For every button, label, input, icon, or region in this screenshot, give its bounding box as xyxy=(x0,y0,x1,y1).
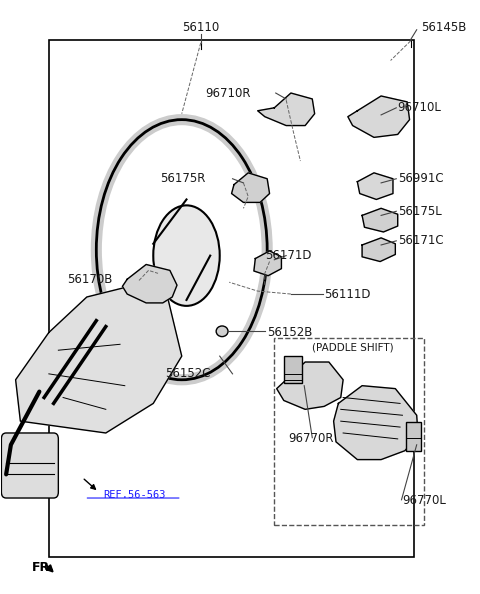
Polygon shape xyxy=(231,173,270,203)
Text: 56991C: 56991C xyxy=(398,172,444,185)
Polygon shape xyxy=(334,386,418,460)
Polygon shape xyxy=(362,208,398,232)
Text: 56175L: 56175L xyxy=(398,205,442,218)
Text: 56145B: 56145B xyxy=(421,21,467,34)
Text: 56171C: 56171C xyxy=(398,235,444,247)
Bar xyxy=(49,40,414,557)
Polygon shape xyxy=(357,173,393,200)
Polygon shape xyxy=(16,285,182,433)
Polygon shape xyxy=(258,93,315,125)
Text: FR.: FR. xyxy=(32,561,55,574)
Polygon shape xyxy=(122,264,177,303)
Text: 56152C: 56152C xyxy=(165,367,210,380)
Text: 96770R: 96770R xyxy=(288,432,334,446)
Text: 56175R: 56175R xyxy=(160,172,205,185)
Text: 56171D: 56171D xyxy=(265,249,312,262)
Ellipse shape xyxy=(216,326,228,337)
Text: 56110: 56110 xyxy=(182,21,219,34)
Polygon shape xyxy=(362,238,396,261)
Text: 56152B: 56152B xyxy=(267,326,312,339)
Bar xyxy=(274,339,424,525)
Bar xyxy=(284,356,302,383)
Text: 56111D: 56111D xyxy=(324,287,371,301)
Polygon shape xyxy=(348,96,409,137)
FancyBboxPatch shape xyxy=(1,433,59,498)
Text: 96710L: 96710L xyxy=(398,102,442,114)
Polygon shape xyxy=(276,362,343,409)
Text: 96770L: 96770L xyxy=(402,494,446,507)
Text: 56170B: 56170B xyxy=(68,273,113,286)
Bar xyxy=(406,422,421,451)
Text: 96710R: 96710R xyxy=(205,87,251,100)
Polygon shape xyxy=(254,251,281,276)
Text: (PADDLE SHIFT): (PADDLE SHIFT) xyxy=(312,342,394,352)
Text: REF.56-563: REF.56-563 xyxy=(103,490,166,500)
Ellipse shape xyxy=(153,206,220,306)
